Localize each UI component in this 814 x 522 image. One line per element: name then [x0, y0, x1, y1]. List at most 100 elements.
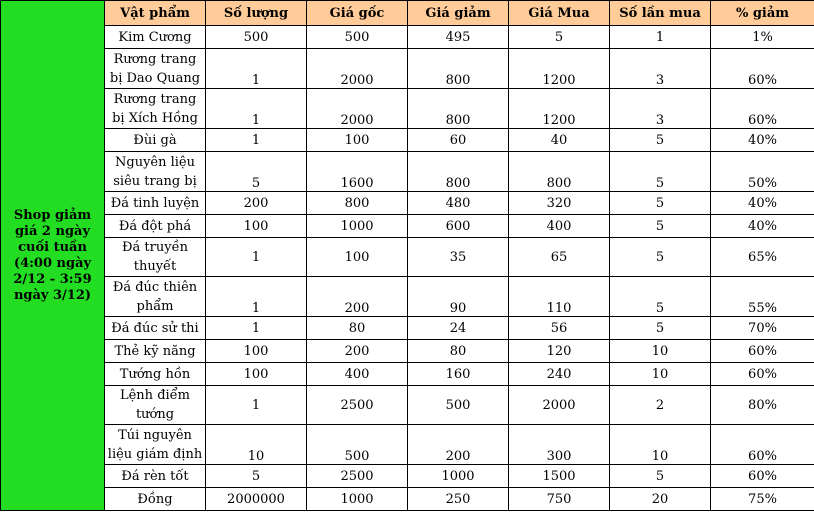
discount-price-cell: 1000: [407, 464, 509, 488]
buy-price-cell: 56: [508, 316, 610, 340]
table-row: Đá tinh luyện 200 800 480 320 5 40%: [1, 191, 814, 215]
discount-percent-cell: 60%: [710, 88, 814, 129]
original-price-cell: 2500: [306, 464, 408, 488]
purchase-times-cell: 5: [609, 464, 711, 488]
table-row: Đồng 2000000 1000 250 750 20 75%: [1, 487, 814, 511]
table-row: Lệnh điểm tướng 1 2500 500 2000 2 80%: [1, 385, 814, 425]
discount-price-cell: 160: [407, 362, 509, 386]
discount-percent-cell: 40%: [710, 214, 814, 238]
item-name-cell: Đá rèn tốt: [104, 464, 206, 488]
discount-price-cell: 800: [407, 151, 509, 192]
item-name-cell: Đồng: [104, 487, 206, 511]
original-price-cell: 200: [306, 276, 408, 317]
original-price-cell: 800: [306, 191, 408, 215]
quantity-cell: 1: [205, 385, 307, 425]
original-price-cell: 2000: [306, 88, 408, 129]
discount-percent-cell: 40%: [710, 191, 814, 215]
header-item: Vật phẩm: [104, 0, 206, 26]
quantity-cell: 1: [205, 48, 307, 89]
buy-price-cell: 800: [508, 151, 610, 192]
item-name-cell: Đá đúc sử thi: [104, 316, 206, 340]
discount-percent-cell: 60%: [710, 339, 814, 363]
discount-percent-cell: 70%: [710, 316, 814, 340]
purchase-times-cell: 5: [609, 237, 711, 277]
discount-percent-cell: 1%: [710, 25, 814, 49]
item-name-cell: Kim Cương: [104, 25, 206, 49]
quantity-cell: 1: [205, 128, 307, 152]
header-row: Shop giảm giá 2 ngày cuối tuần (4:00 ngà…: [0, 0, 814, 511]
buy-price-cell: 1200: [508, 88, 610, 129]
buy-price-cell: 1500: [508, 464, 610, 488]
purchase-times-cell: 10: [609, 424, 711, 465]
original-price-cell: 200: [306, 339, 408, 363]
discount-percent-cell: 65%: [710, 237, 814, 277]
header-purchase-times: Số lần mua: [609, 0, 711, 26]
discount-price-cell: 35: [407, 237, 509, 277]
quantity-cell: 1: [205, 316, 307, 340]
buy-price-cell: 110: [508, 276, 610, 317]
quantity-cell: 100: [205, 362, 307, 386]
purchase-times-cell: 20: [609, 487, 711, 511]
table-row: Đá rèn tốt 5 2500 1000 1500 5 60%: [1, 464, 814, 488]
quantity-cell: 500: [205, 25, 307, 49]
item-name-cell: Tướng hồn: [104, 362, 206, 386]
header-discount-price: Giá giảm: [407, 0, 509, 26]
purchase-times-cell: 5: [609, 128, 711, 152]
purchase-times-cell: 2: [609, 385, 711, 425]
discount-percent-cell: 60%: [710, 362, 814, 386]
discount-price-cell: 60: [407, 128, 509, 152]
header-quantity: Số lượng: [205, 0, 307, 26]
discount-price-cell: 24: [407, 316, 509, 340]
discount-price-cell: 800: [407, 48, 509, 89]
table-row: Đá truyền thuyết 1 100 35 65 5 65%: [1, 237, 814, 277]
buy-price-cell: 2000: [508, 385, 610, 425]
purchase-times-cell: 5: [609, 191, 711, 215]
item-name-cell: Đá truyền thuyết: [104, 237, 206, 277]
quantity-cell: 5: [205, 151, 307, 192]
buy-price-cell: 120: [508, 339, 610, 363]
header-discount-percent: % giảm: [710, 0, 814, 26]
buy-price-cell: 40: [508, 128, 610, 152]
buy-price-cell: 320: [508, 191, 610, 215]
quantity-cell: 100: [205, 339, 307, 363]
discount-price-cell: 480: [407, 191, 509, 215]
original-price-cell: 1000: [306, 487, 408, 511]
quantity-cell: 2000000: [205, 487, 307, 511]
buy-price-cell: 300: [508, 424, 610, 465]
discount-percent-cell: 40%: [710, 128, 814, 152]
header-original-price: Giá gốc: [306, 0, 408, 26]
table-row: Túi nguyên liệu giám định 10 500 200 300 10 60…: [1, 424, 814, 465]
item-name-cell: Đùi gà: [104, 128, 206, 152]
table-row: Nguyên liệu siêu trang bị 5 1600 800 800 5 50%: [1, 151, 814, 192]
table-row: Đá đột phá 100 1000 600 400 5 40%: [1, 214, 814, 238]
table-row: Thẻ kỹ năng 100 200 80 120 10 60%: [1, 339, 814, 363]
buy-price-cell: 750: [508, 487, 610, 511]
purchase-times-cell: 1: [609, 25, 711, 49]
original-price-cell: 1600: [306, 151, 408, 192]
header-buy-price: Giá Mua: [508, 0, 610, 26]
table-row: Rương trang bị Dao Quang 1 2000 800 1200 3 60%: [1, 48, 814, 89]
discount-price-cell: 800: [407, 88, 509, 129]
table-row: Rương trang bị Xích Hồng 1 2000 800 1200 3 60%: [1, 88, 814, 129]
discount-price-cell: 600: [407, 214, 509, 238]
table-row: Kim Cương 500 500 495 5 1 1%: [1, 25, 814, 49]
original-price-cell: 100: [306, 128, 408, 152]
purchase-times-cell: 10: [609, 362, 711, 386]
item-name-cell: Thẻ kỹ năng: [104, 339, 206, 363]
discount-price-cell: 80: [407, 339, 509, 363]
original-price-cell: 1000: [306, 214, 408, 238]
discount-price-cell: 250: [407, 487, 509, 511]
discount-percent-cell: 75%: [710, 487, 814, 511]
discount-percent-cell: 60%: [710, 424, 814, 465]
quantity-cell: 10: [205, 424, 307, 465]
discount-percent-cell: 80%: [710, 385, 814, 425]
purchase-times-cell: 5: [609, 316, 711, 340]
item-name-cell: Túi nguyên liệu giám định: [104, 424, 206, 465]
table-body: Shop giảm giá 2 ngày cuối tuần (4:00 ngà…: [0, 0, 814, 511]
buy-price-cell: 65: [508, 237, 610, 277]
table-row: Đùi gà 1 100 60 40 5 40%: [1, 128, 814, 152]
item-name-cell: Nguyên liệu siêu trang bị: [104, 151, 206, 192]
discount-percent-cell: 60%: [710, 48, 814, 89]
table-row: Tướng hồn 100 400 160 240 10 60%: [1, 362, 814, 386]
quantity-cell: 5: [205, 464, 307, 488]
